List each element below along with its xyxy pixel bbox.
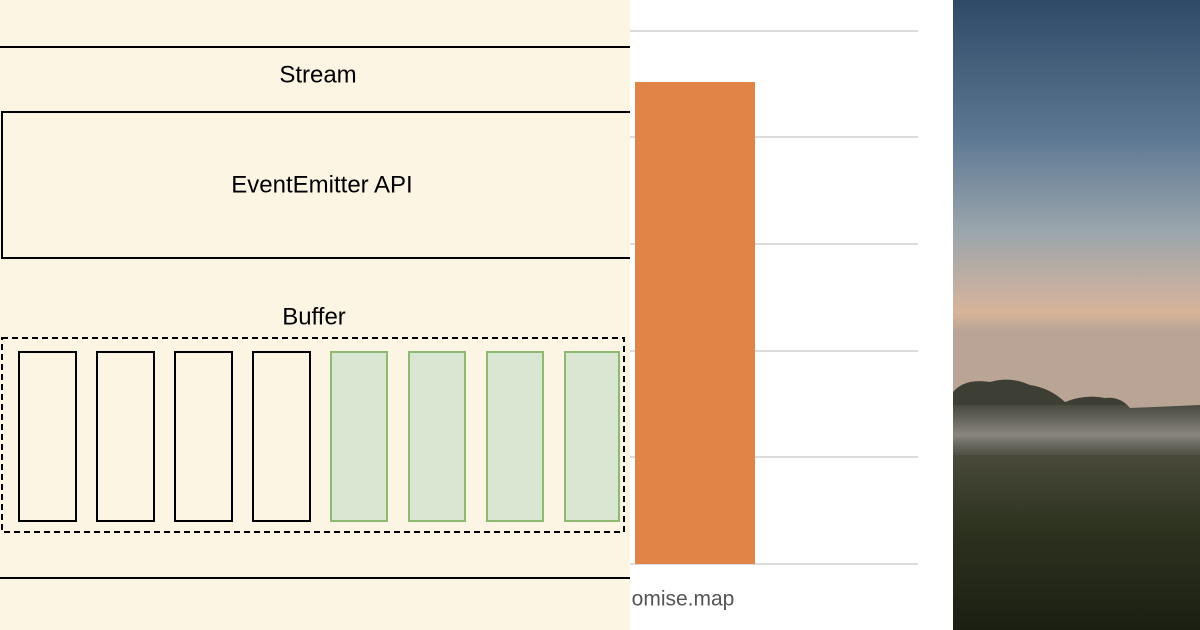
- field: [953, 455, 1200, 630]
- empty-slot: [174, 351, 233, 522]
- empty-slot: [18, 351, 77, 522]
- diagram-background: [0, 0, 630, 630]
- empty-slot: [96, 351, 155, 522]
- filled-slot: [408, 351, 466, 522]
- landscape-photo: [953, 0, 1200, 630]
- chart-fragment: omise.map: [630, 0, 953, 630]
- filled-slot: [486, 351, 544, 522]
- buffer-label: Buffer: [282, 303, 346, 330]
- bar: [635, 82, 755, 564]
- category-label: omise.map: [632, 588, 735, 611]
- empty-slot: [252, 351, 311, 522]
- api-label: EventEmitter API: [231, 171, 412, 198]
- filled-slot: [330, 351, 388, 522]
- buffer-slots: [18, 351, 620, 522]
- buffer-box: [1, 337, 625, 533]
- diagram: Stream EventEmitter API Buffer: [0, 0, 643, 630]
- stream-label: Stream: [279, 61, 356, 88]
- filled-slot: [564, 351, 620, 522]
